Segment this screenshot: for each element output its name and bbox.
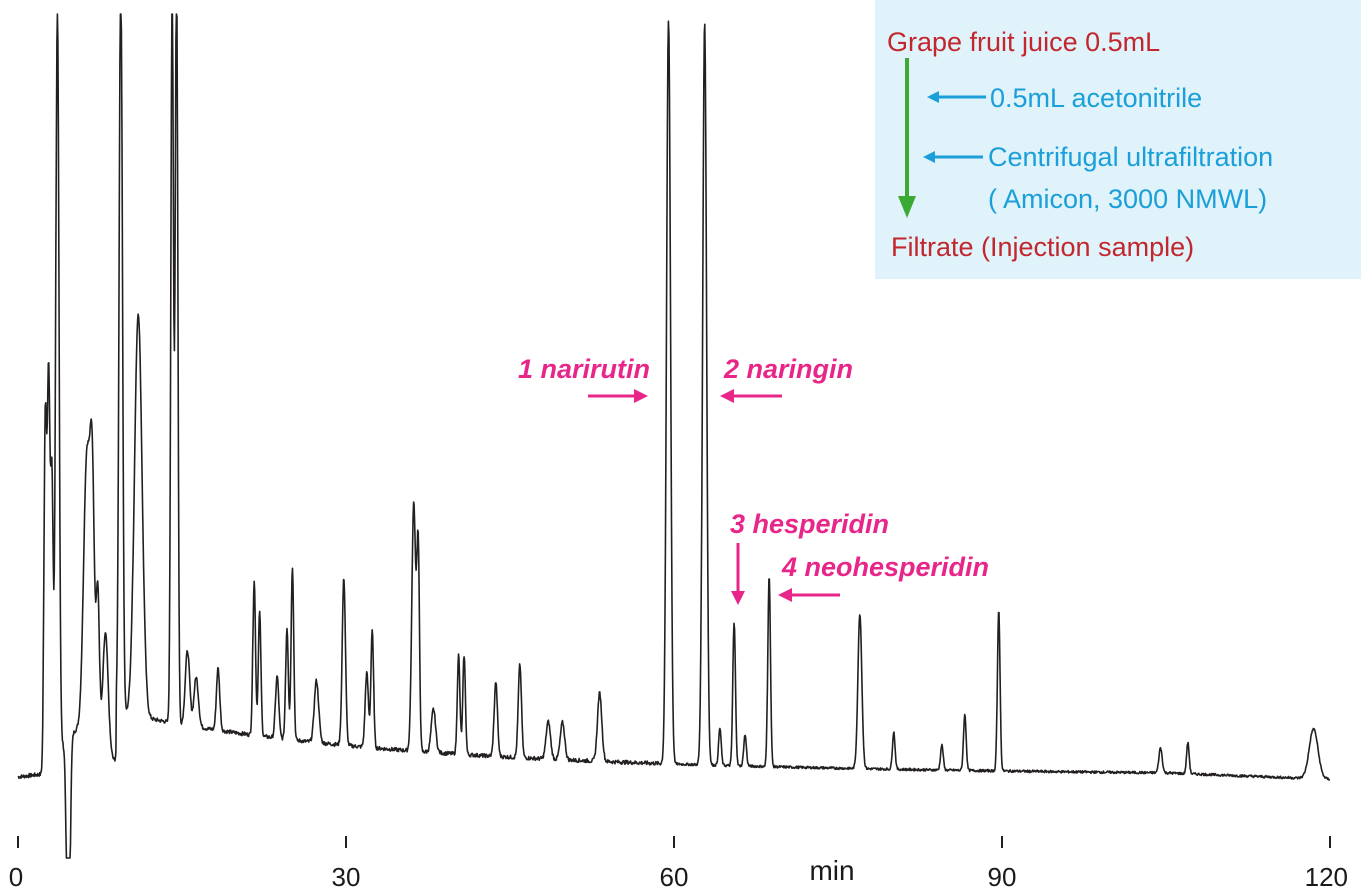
- sample-prep-flowchart: Grape fruit juice 0.5mL 0.5mL acetonitri…: [875, 0, 1361, 279]
- flow-add-arrow-ultrafiltration: [923, 151, 983, 163]
- peak-label-narirutin: 1 narirutin: [518, 354, 650, 384]
- flow-step-ultrafiltration: Centrifugal ultrafiltration: [988, 142, 1273, 172]
- x-tick-label-30: 30: [332, 862, 361, 892]
- arrow-narirutin: [588, 389, 648, 403]
- flow-step-start: Grape fruit juice 0.5mL: [887, 27, 1160, 57]
- flow-add-arrow-acetonitrile: [927, 91, 986, 103]
- arrow-neohesperidin: [778, 588, 840, 602]
- flow-step-acetonitrile: 0.5mL acetonitrile: [990, 83, 1202, 113]
- peak-annotations: 1 narirutin 2 naringin 3 hesperidin 4 ne…: [518, 354, 989, 605]
- chromatogram-plot: [17, 13, 1331, 859]
- flow-down-arrow: [898, 58, 916, 218]
- chromatogram-trace: [17, 13, 1331, 859]
- x-axis-unit: min: [809, 855, 854, 886]
- x-tick-label-90: 90: [988, 862, 1017, 892]
- x-tick-label-0: 0: [9, 862, 23, 892]
- peak-label-naringin: 2 naringin: [723, 354, 853, 384]
- flow-step-end: Filtrate (Injection sample): [891, 232, 1194, 262]
- x-tick-label-120: 120: [1305, 862, 1348, 892]
- flow-step-ultrafiltration-detail: ( Amicon, 3000 NMWL): [988, 184, 1267, 214]
- peak-label-hesperidin: 3 hesperidin: [730, 509, 889, 539]
- x-tick-label-60: 60: [660, 862, 689, 892]
- arrow-hesperidin: [731, 543, 745, 605]
- flowchart-background: [875, 0, 1361, 279]
- arrow-naringin: [720, 389, 782, 403]
- x-axis: 0 30 60 90 120 min: [9, 836, 1348, 892]
- peak-label-neohesperidin: 4 neohesperidin: [781, 552, 989, 582]
